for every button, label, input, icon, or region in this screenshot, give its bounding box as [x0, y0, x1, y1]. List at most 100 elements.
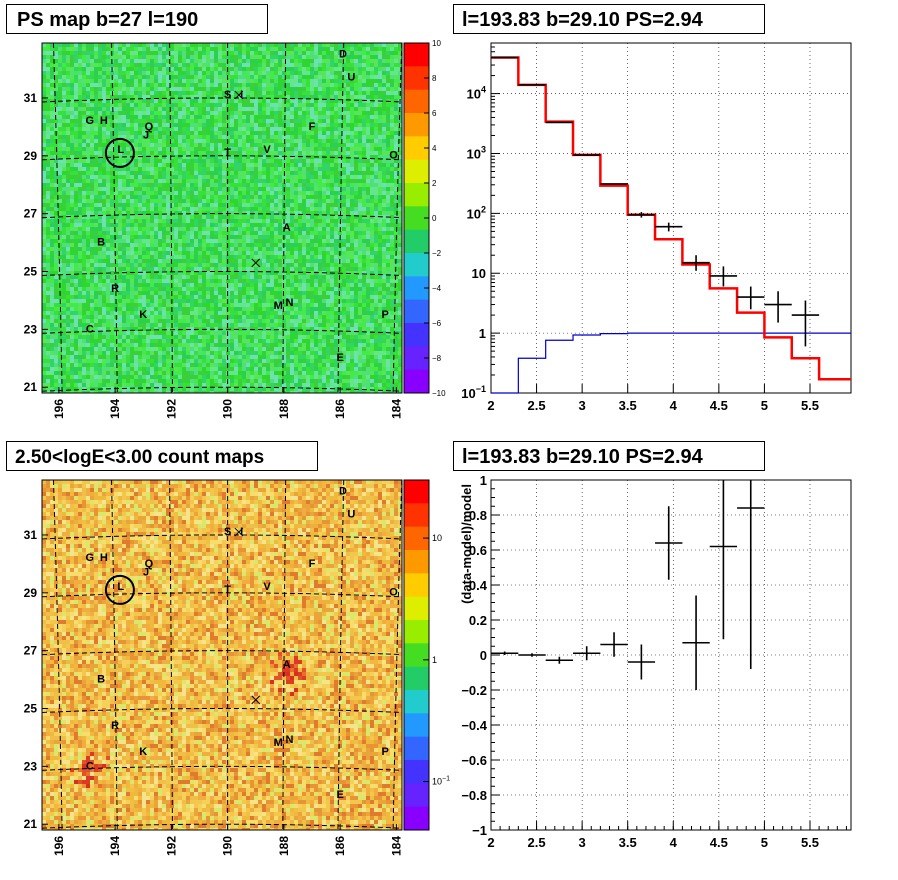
heatmap-cell: [206, 339, 210, 343]
heatmap-cell: [134, 59, 138, 63]
heatmap-cell: [90, 179, 94, 183]
heatmap-cell: [82, 323, 86, 327]
heatmap-cell: [194, 339, 198, 343]
heatmap-cell: [238, 151, 242, 155]
heatmap-cell: [122, 259, 126, 263]
heatmap-cell: [234, 179, 238, 183]
heatmap-cell: [70, 247, 74, 251]
heatmap-cell: [198, 351, 202, 355]
heatmap-cell: [146, 347, 150, 351]
heatmap-cell: [78, 311, 82, 315]
heatmap-cell: [206, 183, 210, 187]
heatmap-cell: [222, 183, 226, 187]
heatmap-cell: [50, 223, 54, 227]
heatmap-cell: [158, 367, 162, 371]
heatmap-cell: [202, 83, 206, 87]
heatmap-cell: [166, 223, 170, 227]
heatmap-cell: [110, 55, 114, 59]
heatmap-cell: [62, 171, 66, 175]
heatmap-cell: [50, 99, 54, 103]
heatmap-cell: [242, 99, 246, 103]
heatmap-cell: [170, 115, 174, 119]
heatmap-cell: [162, 283, 166, 287]
heatmap-cell: [154, 287, 158, 291]
heatmap-cell: [154, 291, 158, 295]
heatmap-cell: [242, 279, 246, 283]
heatmap-cell: [238, 215, 242, 219]
heatmap-cell: [58, 55, 62, 59]
heatmap-cell: [186, 375, 190, 379]
heatmap-cell: [98, 255, 102, 259]
heatmap-cell: [122, 175, 126, 179]
heatmap-cell: [218, 287, 222, 291]
heatmap-cell: [206, 59, 210, 63]
heatmap-cell: [130, 311, 134, 315]
heatmap-cell: [234, 67, 238, 71]
heatmap-cell: [126, 207, 130, 211]
heatmap-cell: [74, 271, 78, 275]
heatmap-cell: [202, 139, 206, 143]
heatmap-cell: [210, 383, 214, 387]
heatmap-cell: [250, 111, 254, 115]
heatmap-cell: [110, 131, 114, 135]
heatmap-cell: [110, 155, 114, 159]
heatmap-cell: [178, 231, 182, 235]
heatmap-cell: [98, 207, 102, 211]
heatmap-cell: [194, 203, 198, 207]
heatmap-cell: [234, 119, 238, 123]
heatmap-cell: [78, 163, 82, 167]
heatmap-cell: [74, 219, 78, 223]
heatmap-cell: [190, 303, 194, 307]
heatmap-cell: [246, 63, 250, 67]
heatmap-cell: [182, 355, 186, 359]
heatmap-cell: [78, 191, 82, 195]
heatmap-cell: [138, 295, 142, 299]
heatmap-cell: [250, 119, 254, 123]
heatmap-cell: [126, 235, 130, 239]
heatmap-cell: [266, 171, 270, 175]
heatmap-cell: [210, 111, 214, 115]
heatmap-cell: [146, 379, 150, 383]
heatmap-cell: [178, 243, 182, 247]
heatmap-cell: [126, 219, 130, 223]
heatmap-cell: [210, 239, 214, 243]
heatmap-cell: [262, 55, 266, 59]
heatmap-cell: [110, 119, 114, 123]
heatmap-cell: [42, 263, 46, 267]
heatmap-cell: [106, 227, 110, 231]
heatmap-cell: [146, 355, 150, 359]
heatmap-cell: [166, 335, 170, 339]
heatmap-cell: [94, 271, 98, 275]
heatmap-cell: [206, 243, 210, 247]
heatmap-cell: [102, 139, 106, 143]
heatmap-cell: [134, 239, 138, 243]
heatmap-cell: [158, 391, 162, 393]
heatmap-cell: [78, 83, 82, 87]
heatmap-cell: [142, 267, 146, 271]
heatmap-cell: [142, 231, 146, 235]
heatmap-cell: [42, 155, 46, 159]
heatmap-cell: [58, 335, 62, 339]
heatmap-cell: [230, 131, 234, 135]
heatmap-cell: [246, 47, 250, 51]
heatmap-cell: [58, 119, 62, 123]
heatmap-cell: [178, 207, 182, 211]
heatmap-cell: [118, 383, 122, 387]
heatmap-cell: [222, 367, 226, 371]
heatmap-cell: [258, 263, 262, 267]
heatmap-cell: [102, 87, 106, 91]
heatmap-cell: [70, 291, 74, 295]
heatmap-cell: [230, 243, 234, 247]
heatmap-cell: [90, 363, 94, 367]
heatmap-cell: [82, 75, 86, 79]
heatmap-cell: [258, 131, 262, 135]
heatmap-cell: [106, 319, 110, 323]
heatmap-cell: [234, 383, 238, 387]
heatmap-cell: [166, 63, 170, 67]
heatmap-cell: [266, 211, 270, 215]
heatmap-cell: [202, 171, 206, 175]
heatmap-cell: [78, 323, 82, 327]
heatmap-cell: [162, 175, 166, 179]
heatmap-cell: [254, 75, 258, 79]
heatmap-cell: [234, 127, 238, 131]
